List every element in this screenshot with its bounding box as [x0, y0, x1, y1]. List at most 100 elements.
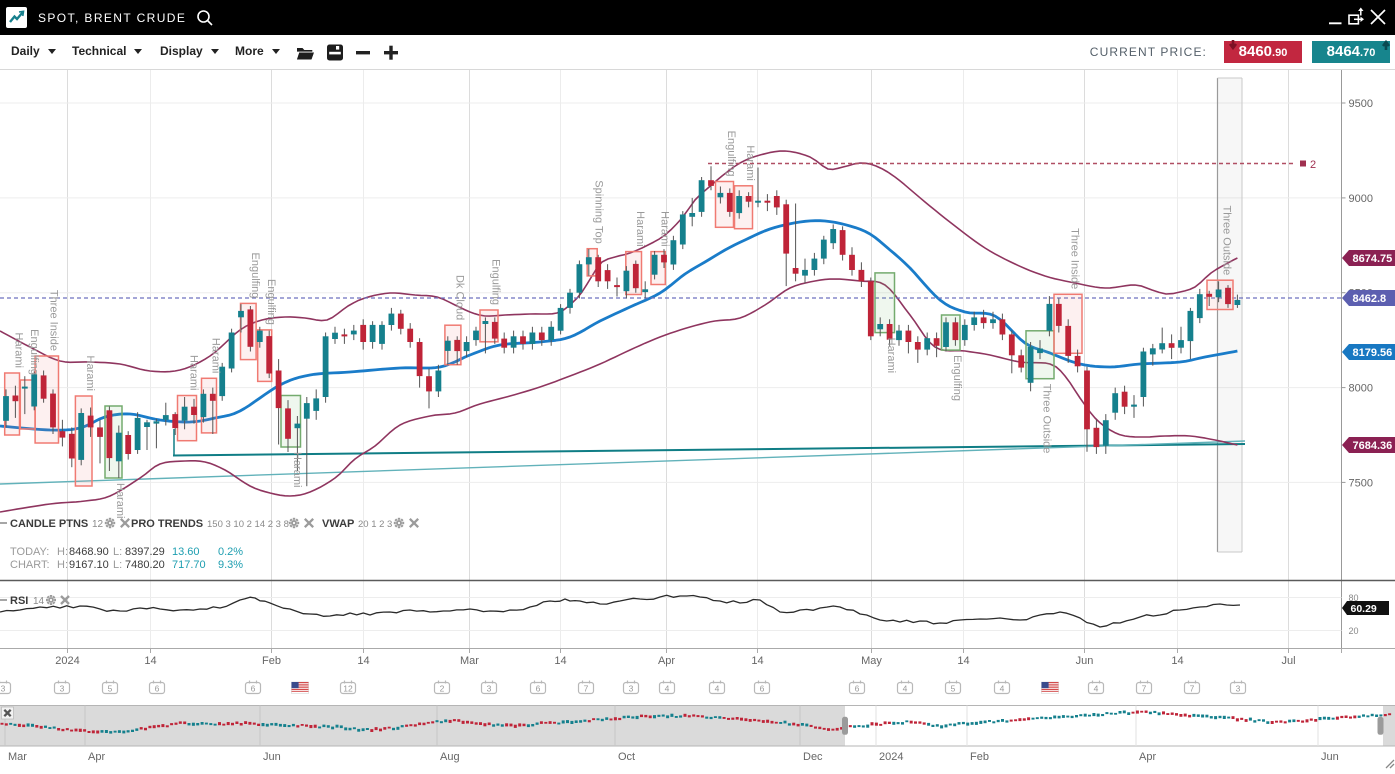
svg-text:9500: 9500 — [1349, 98, 1373, 110]
svg-text:Harami: Harami — [634, 211, 646, 246]
svg-text:3: 3 — [487, 684, 492, 694]
svg-text:14: 14 — [554, 655, 566, 667]
svg-text:6: 6 — [251, 684, 256, 694]
svg-text:8468.90: 8468.90 — [69, 546, 109, 558]
svg-text:4: 4 — [715, 684, 720, 694]
svg-text:Mar: Mar — [460, 655, 479, 667]
svg-text:6: 6 — [760, 684, 765, 694]
svg-text:8179.56: 8179.56 — [1353, 347, 1393, 359]
svg-text:13.60: 13.60 — [172, 546, 200, 558]
svg-text:Three Inside: Three Inside — [1069, 228, 1081, 289]
svg-text:6: 6 — [155, 684, 160, 694]
svg-text:TODAY:: TODAY: — [10, 546, 49, 558]
svg-text:4: 4 — [665, 684, 670, 694]
svg-text:6: 6 — [536, 684, 541, 694]
svg-text:8462.8: 8462.8 — [1353, 293, 1387, 305]
svg-text:8000: 8000 — [1349, 383, 1373, 395]
svg-text:Three Outside: Three Outside — [1221, 205, 1233, 275]
svg-text:8674.75: 8674.75 — [1353, 253, 1393, 265]
svg-text:Jun: Jun — [1076, 655, 1094, 667]
svg-text:9167.10: 9167.10 — [69, 559, 109, 571]
svg-text:717.70: 717.70 — [172, 559, 206, 571]
svg-text:Harami: Harami — [210, 338, 222, 373]
svg-text:Three Outside: Three Outside — [1041, 384, 1053, 454]
svg-text:2: 2 — [440, 684, 445, 694]
svg-text:H:: H: — [57, 559, 68, 571]
svg-text:14: 14 — [1171, 655, 1183, 667]
svg-text:Engulfing: Engulfing — [725, 131, 737, 177]
svg-text:Apr: Apr — [1139, 751, 1156, 763]
svg-text:14: 14 — [144, 655, 156, 667]
svg-text:8397.29: 8397.29 — [125, 546, 165, 558]
svg-text:Harami: Harami — [744, 145, 756, 180]
svg-text:9000: 9000 — [1349, 193, 1373, 205]
svg-text:9.3%: 9.3% — [218, 559, 243, 571]
svg-text:Harami: Harami — [291, 452, 303, 487]
svg-text:3: 3 — [1, 684, 6, 694]
svg-text:2: 2 — [1310, 159, 1316, 171]
svg-text:Engulfing: Engulfing — [490, 259, 502, 305]
svg-text:Oct: Oct — [618, 751, 635, 763]
svg-text:7: 7 — [1190, 684, 1195, 694]
svg-text:Engulfing: Engulfing — [265, 279, 277, 325]
svg-text:Engulfing: Engulfing — [951, 355, 963, 401]
svg-text:0.2%: 0.2% — [218, 546, 243, 558]
svg-text:4: 4 — [1000, 684, 1005, 694]
svg-text:14: 14 — [357, 655, 369, 667]
svg-text:Harami: Harami — [659, 211, 671, 246]
svg-text:14: 14 — [751, 655, 763, 667]
svg-text:Dec: Dec — [803, 751, 823, 763]
svg-text:20: 20 — [1349, 626, 1359, 636]
svg-text:7684.36: 7684.36 — [1353, 440, 1393, 452]
svg-text:Harami: Harami — [84, 356, 96, 391]
svg-text:4: 4 — [903, 684, 908, 694]
svg-text:14: 14 — [957, 655, 969, 667]
svg-text:Harami: Harami — [13, 333, 25, 368]
svg-text:RSI: RSI — [10, 595, 28, 607]
svg-text:Harami: Harami — [188, 355, 200, 390]
svg-text:Jun: Jun — [1321, 751, 1339, 763]
svg-text:Engulfing: Engulfing — [249, 253, 261, 299]
svg-text:Apr: Apr — [658, 655, 675, 667]
svg-text:May: May — [861, 655, 882, 667]
svg-text:2024: 2024 — [879, 751, 903, 763]
svg-text:Three Inside: Three Inside — [47, 290, 59, 351]
svg-text:7500: 7500 — [1349, 477, 1373, 489]
svg-text:CANDLE PTNS: CANDLE PTNS — [10, 518, 88, 530]
svg-text:7: 7 — [584, 684, 589, 694]
svg-text:60.29: 60.29 — [1351, 603, 1377, 615]
svg-text:Engulfing: Engulfing — [28, 329, 40, 375]
svg-text:3: 3 — [60, 684, 65, 694]
svg-text:Jun: Jun — [263, 751, 281, 763]
svg-text:L:: L: — [113, 546, 122, 558]
svg-text:Harami: Harami — [114, 483, 126, 518]
svg-text:Feb: Feb — [970, 751, 989, 763]
svg-text:5: 5 — [951, 684, 956, 694]
svg-text:7480.20: 7480.20 — [125, 559, 165, 571]
svg-text:Harami: Harami — [885, 338, 897, 373]
svg-text:PRO TRENDS: PRO TRENDS — [131, 518, 203, 530]
svg-text:150 3 10 2 14 2 3 8: 150 3 10 2 14 2 3 8 — [207, 519, 289, 530]
svg-text:2024: 2024 — [55, 655, 79, 667]
svg-text:14: 14 — [33, 596, 45, 607]
svg-text:4: 4 — [1094, 684, 1099, 694]
svg-text:Dk Cloud: Dk Cloud — [453, 275, 465, 320]
svg-text:Jul: Jul — [1281, 655, 1295, 667]
svg-text:CHART:: CHART: — [10, 559, 50, 571]
svg-text:6: 6 — [855, 684, 860, 694]
svg-text:20 1 2 3: 20 1 2 3 — [358, 519, 392, 530]
svg-text:VWAP: VWAP — [322, 518, 354, 530]
svg-text:Feb: Feb — [262, 655, 281, 667]
svg-text:L:: L: — [113, 559, 122, 571]
svg-text:Mar: Mar — [8, 751, 27, 763]
svg-text:Apr: Apr — [88, 751, 105, 763]
svg-text:3: 3 — [629, 684, 634, 694]
svg-text:3: 3 — [1236, 684, 1241, 694]
svg-text:7: 7 — [1142, 684, 1147, 694]
svg-text:Spinning Top: Spinning Top — [593, 180, 605, 243]
svg-text:5: 5 — [108, 684, 113, 694]
svg-text:12: 12 — [343, 684, 353, 694]
svg-text:12: 12 — [92, 519, 104, 530]
svg-text:Aug: Aug — [440, 751, 460, 763]
svg-text:H:: H: — [57, 546, 68, 558]
